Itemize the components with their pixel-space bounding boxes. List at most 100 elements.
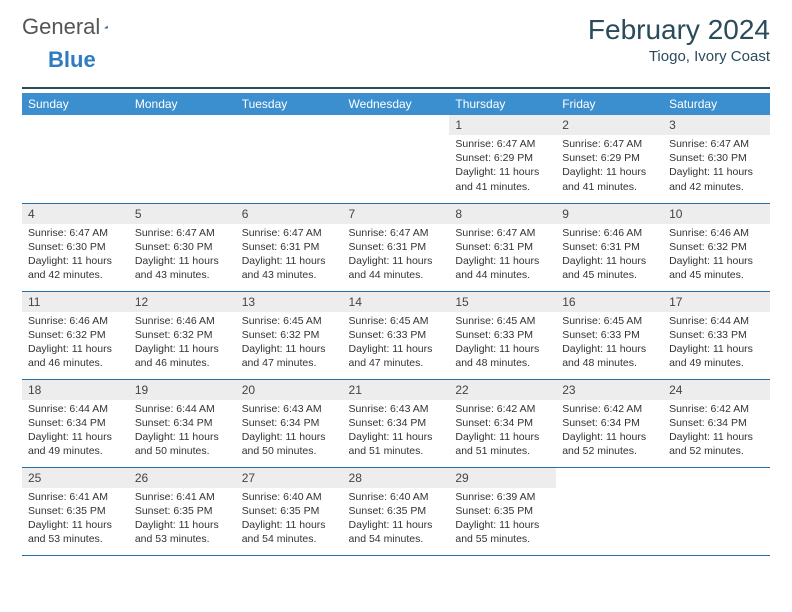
daylight-text: Daylight: 11 hours and 48 minutes. xyxy=(562,342,657,370)
daylight-text: Daylight: 11 hours and 54 minutes. xyxy=(242,518,337,546)
day-body: Sunrise: 6:42 AMSunset: 6:34 PMDaylight:… xyxy=(663,400,770,463)
daylight-text: Daylight: 11 hours and 41 minutes. xyxy=(562,165,657,193)
day-number: 20 xyxy=(236,380,343,400)
daylight-text: Daylight: 11 hours and 48 minutes. xyxy=(455,342,550,370)
day-number: 16 xyxy=(556,292,663,312)
day-number: 22 xyxy=(449,380,556,400)
weekday-header: Tuesday xyxy=(236,93,343,115)
page-title: February 2024 xyxy=(588,14,770,46)
day-number: 23 xyxy=(556,380,663,400)
sunset-text: Sunset: 6:30 PM xyxy=(28,240,123,254)
sunrise-text: Sunrise: 6:40 AM xyxy=(349,490,444,504)
sunrise-text: Sunrise: 6:44 AM xyxy=(28,402,123,416)
sunrise-text: Sunrise: 6:46 AM xyxy=(562,226,657,240)
sunset-text: Sunset: 6:35 PM xyxy=(135,504,230,518)
calendar-cell: 1Sunrise: 6:47 AMSunset: 6:29 PMDaylight… xyxy=(449,115,556,203)
sunset-text: Sunset: 6:29 PM xyxy=(562,151,657,165)
sunset-text: Sunset: 6:32 PM xyxy=(242,328,337,342)
day-body: Sunrise: 6:44 AMSunset: 6:34 PMDaylight:… xyxy=(22,400,129,463)
daylight-text: Daylight: 11 hours and 49 minutes. xyxy=(669,342,764,370)
day-body: Sunrise: 6:43 AMSunset: 6:34 PMDaylight:… xyxy=(343,400,450,463)
day-body: Sunrise: 6:47 AMSunset: 6:31 PMDaylight:… xyxy=(236,224,343,287)
day-number: 19 xyxy=(129,380,236,400)
day-number: 15 xyxy=(449,292,556,312)
calendar-row: 4Sunrise: 6:47 AMSunset: 6:30 PMDaylight… xyxy=(22,203,770,291)
daylight-text: Daylight: 11 hours and 44 minutes. xyxy=(455,254,550,282)
sunset-text: Sunset: 6:35 PM xyxy=(349,504,444,518)
calendar-table: Sunday Monday Tuesday Wednesday Thursday… xyxy=(22,93,770,556)
daylight-text: Daylight: 11 hours and 54 minutes. xyxy=(349,518,444,546)
sunrise-text: Sunrise: 6:45 AM xyxy=(562,314,657,328)
sunset-text: Sunset: 6:35 PM xyxy=(28,504,123,518)
sunset-text: Sunset: 6:29 PM xyxy=(455,151,550,165)
daylight-text: Daylight: 11 hours and 51 minutes. xyxy=(455,430,550,458)
day-body: Sunrise: 6:45 AMSunset: 6:33 PMDaylight:… xyxy=(556,312,663,375)
calendar-cell: 28 Sunrise: 6:40 AMSunset: 6:35 PMDayligh… xyxy=(343,467,450,555)
day-number: 3 xyxy=(663,115,770,135)
sunrise-text: Sunrise: 6:41 AM xyxy=(28,490,123,504)
sunset-text: Sunset: 6:33 PM xyxy=(669,328,764,342)
daylight-text: Daylight: 11 hours and 52 minutes. xyxy=(562,430,657,458)
weekday-header: Thursday xyxy=(449,93,556,115)
day-number: 18 xyxy=(22,380,129,400)
calendar-cell: 22Sunrise: 6:42 AMSunset: 6:34 PMDayligh… xyxy=(449,379,556,467)
calendar-cell: 26Sunrise: 6:41 AMSunset: 6:35 PMDayligh… xyxy=(129,467,236,555)
calendar-cell: 15 Sunrise: 6:45 AMSunset: 6:33 PMDayligh… xyxy=(449,291,556,379)
logo: General xyxy=(22,14,132,40)
sunset-text: Sunset: 6:33 PM xyxy=(455,328,550,342)
calendar-cell: 7Sunrise: 6:47 AMSunset: 6:31 PMDaylight… xyxy=(343,203,450,291)
day-number: 17 xyxy=(663,292,770,312)
daylight-text: Daylight: 11 hours and 53 minutes. xyxy=(135,518,230,546)
sunrise-text: Sunrise: 6:39 AM xyxy=(455,490,550,504)
day-body: Sunrise: 6:41 AMSunset: 6:35 PMDaylight:… xyxy=(22,488,129,551)
calendar-cell: 16Sunrise: 6:45 AMSunset: 6:33 PMDayligh… xyxy=(556,291,663,379)
day-number: 14 xyxy=(343,292,450,312)
day-body: Sunrise: 6:47 AMSunset: 6:30 PMDaylight:… xyxy=(129,224,236,287)
sunset-text: Sunset: 6:33 PM xyxy=(349,328,444,342)
daylight-text: Daylight: 11 hours and 55 minutes. xyxy=(455,518,550,546)
sunset-text: Sunset: 6:34 PM xyxy=(28,416,123,430)
sunrise-text: Sunrise: 6:42 AM xyxy=(562,402,657,416)
sunrise-text: Sunrise: 6:46 AM xyxy=(669,226,764,240)
header-rule xyxy=(22,87,770,89)
sunrise-text: Sunrise: 6:46 AM xyxy=(28,314,123,328)
daylight-text: Daylight: 11 hours and 42 minutes. xyxy=(669,165,764,193)
calendar-cell: 19Sunrise: 6:44 AMSunset: 6:34 PMDayligh… xyxy=(129,379,236,467)
sunrise-text: Sunrise: 6:42 AM xyxy=(455,402,550,416)
daylight-text: Daylight: 11 hours and 49 minutes. xyxy=(28,430,123,458)
calendar-cell: 20Sunrise: 6:43 AMSunset: 6:34 PMDayligh… xyxy=(236,379,343,467)
calendar-cell: 25Sunrise: 6:41 AMSunset: 6:35 PMDayligh… xyxy=(22,467,129,555)
day-number: 24 xyxy=(663,380,770,400)
daylight-text: Daylight: 11 hours and 53 minutes. xyxy=(28,518,123,546)
weekday-header: Wednesday xyxy=(343,93,450,115)
sunset-text: Sunset: 6:34 PM xyxy=(135,416,230,430)
sunset-text: Sunset: 6:31 PM xyxy=(349,240,444,254)
calendar-cell: 10Sunrise: 6:46 AMSunset: 6:32 PMDayligh… xyxy=(663,203,770,291)
day-number: 25 xyxy=(22,468,129,488)
sunset-text: Sunset: 6:35 PM xyxy=(455,504,550,518)
calendar-cell xyxy=(556,467,663,555)
day-body: Sunrise: 6:46 AMSunset: 6:32 PMDaylight:… xyxy=(22,312,129,375)
daylight-text: Daylight: 11 hours and 45 minutes. xyxy=(562,254,657,282)
day-number: 28 xyxy=(343,468,450,488)
sunrise-text: Sunrise: 6:42 AM xyxy=(669,402,764,416)
day-number: 10 xyxy=(663,204,770,224)
sunrise-text: Sunrise: 6:43 AM xyxy=(242,402,337,416)
day-body: Sunrise: 6:47 AMSunset: 6:31 PMDaylight:… xyxy=(343,224,450,287)
daylight-text: Daylight: 11 hours and 52 minutes. xyxy=(669,430,764,458)
calendar-row: 11Sunrise: 6:46 AMSunset: 6:32 PMDayligh… xyxy=(22,291,770,379)
daylight-text: Daylight: 11 hours and 43 minutes. xyxy=(135,254,230,282)
calendar-cell: 27Sunrise: 6:40 AMSunset: 6:35 PMDayligh… xyxy=(236,467,343,555)
sunset-text: Sunset: 6:30 PM xyxy=(669,151,764,165)
sunrise-text: Sunrise: 6:45 AM xyxy=(455,314,550,328)
sunset-text: Sunset: 6:31 PM xyxy=(562,240,657,254)
day-number: 9 xyxy=(556,204,663,224)
day-body: Sunrise: 6:47 AMSunset: 6:31 PMDaylight:… xyxy=(449,224,556,287)
sunset-text: Sunset: 6:33 PM xyxy=(562,328,657,342)
day-number: 1 xyxy=(449,115,556,135)
day-number: 27 xyxy=(236,468,343,488)
calendar-cell: 21Sunrise: 6:43 AMSunset: 6:34 PMDayligh… xyxy=(343,379,450,467)
calendar-cell xyxy=(129,115,236,203)
weekday-header-row: Sunday Monday Tuesday Wednesday Thursday… xyxy=(22,93,770,115)
day-number: 8 xyxy=(449,204,556,224)
